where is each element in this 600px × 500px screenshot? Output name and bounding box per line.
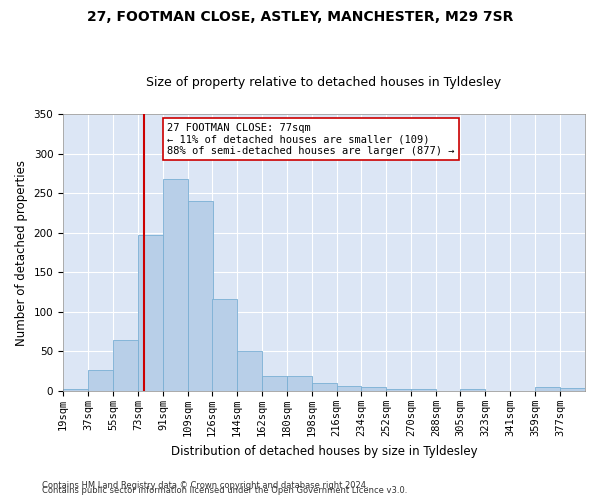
Text: 27, FOOTMAN CLOSE, ASTLEY, MANCHESTER, M29 7SR: 27, FOOTMAN CLOSE, ASTLEY, MANCHESTER, M…	[87, 10, 513, 24]
Bar	[412, 390, 436, 391]
Text: Contains public sector information licensed under the Open Government Licence v3: Contains public sector information licen…	[42, 486, 407, 495]
Bar	[311, 383, 337, 391]
Bar	[386, 390, 412, 391]
Text: Contains HM Land Registry data © Crown copyright and database right 2024.: Contains HM Land Registry data © Crown c…	[42, 481, 368, 490]
Bar	[138, 236, 163, 391]
Bar	[88, 370, 113, 391]
Bar	[113, 340, 138, 391]
Bar	[236, 352, 262, 391]
X-axis label: Distribution of detached houses by size in Tyldesley: Distribution of detached houses by size …	[171, 444, 478, 458]
Bar	[63, 390, 88, 391]
Bar	[535, 387, 560, 391]
Text: 27 FOOTMAN CLOSE: 77sqm
← 11% of detached houses are smaller (109)
88% of semi-d: 27 FOOTMAN CLOSE: 77sqm ← 11% of detache…	[167, 122, 455, 156]
Bar	[361, 387, 386, 391]
Bar	[188, 202, 213, 391]
Bar	[262, 376, 287, 391]
Bar	[287, 376, 311, 391]
Bar	[163, 179, 188, 391]
Bar	[212, 298, 236, 391]
Bar	[560, 388, 585, 391]
Bar	[337, 386, 361, 391]
Title: Size of property relative to detached houses in Tyldesley: Size of property relative to detached ho…	[146, 76, 502, 90]
Y-axis label: Number of detached properties: Number of detached properties	[15, 160, 28, 346]
Bar	[460, 388, 485, 391]
